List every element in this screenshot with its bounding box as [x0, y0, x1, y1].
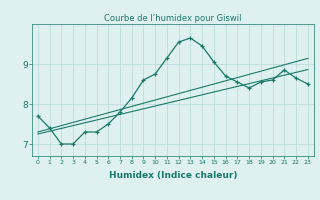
Title: Courbe de l’humidex pour Giswil: Courbe de l’humidex pour Giswil	[104, 14, 242, 23]
X-axis label: Humidex (Indice chaleur): Humidex (Indice chaleur)	[108, 171, 237, 180]
